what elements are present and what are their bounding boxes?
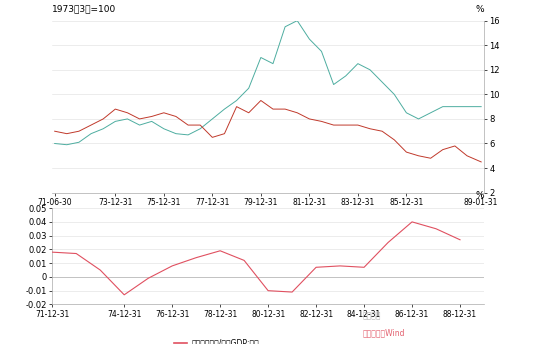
Text: %: %	[475, 5, 484, 14]
Legend: 日本贸易差额/日本GDP:现价: 日本贸易差额/日本GDP:现价	[170, 335, 262, 344]
Text: 1973年3月=100: 1973年3月=100	[52, 5, 117, 14]
Text: %: %	[475, 191, 484, 201]
Legend: 美国国傘收益率:10年:月(右轴), 日本:10年期国傘基准收益率(右轴): 美国国傘收益率:10年:月(右轴), 日本:10年期国傘基准收益率(右轴)	[140, 234, 327, 247]
Text: 数据来源：Wind: 数据来源：Wind	[363, 328, 405, 337]
Text: 半夏投资: 半夏投资	[363, 311, 382, 320]
